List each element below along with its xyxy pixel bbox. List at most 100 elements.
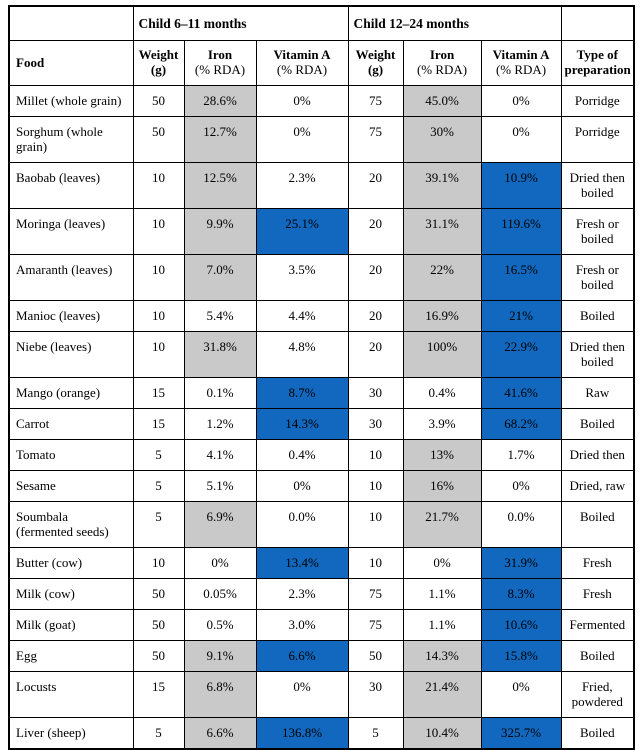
column-header-food: Food [8, 40, 134, 86]
group-header-child-12-24: Child 12–24 months [347, 5, 562, 41]
vitamin-a-12-24-cell: 22.9% [480, 331, 562, 378]
vitamin-a-6-11-cell: 3.5% [255, 254, 349, 301]
iron-12-24-cell: 0% [402, 547, 482, 579]
vitamin-a-12-24-cell: 21% [480, 300, 562, 332]
vitamin-a-6-11-cell: 14.3% [255, 408, 349, 440]
iron-6-11-cell: 6.6% [183, 717, 257, 750]
food-name-cell: Moringa (leaves) [8, 208, 134, 255]
column-header-weight-6-11: Weight (g) [132, 40, 185, 86]
column-header-iron-6-11: Iron (% RDA) [183, 40, 257, 86]
iron-12-24-cell: 13% [402, 439, 482, 471]
weight-6-11-cell: 15 [132, 671, 185, 718]
vitamin-a-12-24-cell: 119.6% [480, 208, 562, 255]
weight-6-11-cell: 10 [132, 547, 185, 579]
preparation-cell: Porridge [560, 85, 635, 117]
table-row: Sorghum (whole grain) 50 12.7% 0% 75 30% 0% Por… [8, 116, 635, 163]
iron-6-11-cell: 7.0% [183, 254, 257, 301]
vitamin-a-12-24-cell: 0% [480, 85, 562, 117]
iron-6-11-cell: 0.1% [183, 377, 257, 409]
table-row: Milk (cow) 50 0.05% 2.3% 75 1.1% 8.3% Fresh [8, 578, 635, 610]
iron-12-24-cell: 1.1% [402, 578, 482, 610]
food-name-cell: Amaranth (leaves) [8, 254, 134, 301]
food-name-cell: Millet (whole grain) [8, 85, 134, 117]
food-name-cell: Locusts [8, 671, 134, 718]
food-name-cell: Butter (cow) [8, 547, 134, 579]
iron-6-11-cell: 12.5% [183, 162, 257, 209]
iron-6-11-cell: 28.6% [183, 85, 257, 117]
iron-12-24-cell: 16.9% [402, 300, 482, 332]
weight-6-11-cell: 10 [132, 331, 185, 378]
iron-12-24-cell: 39.1% [402, 162, 482, 209]
weight-6-11-cell: 10 [132, 300, 185, 332]
iron-12-24-cell: 3.9% [402, 408, 482, 440]
iron-6-11-cell: 5.4% [183, 300, 257, 332]
weight-12-24-cell: 10 [347, 439, 404, 471]
preparation-cell: Fried, powdered [560, 671, 635, 718]
weight-12-24-cell: 20 [347, 162, 404, 209]
weight-12-24-cell: 75 [347, 85, 404, 117]
weight-12-24-cell: 30 [347, 377, 404, 409]
vitamin-a-12-24-cell: 0.0% [480, 501, 562, 548]
vitamin-a-12-24-cell: 15.8% [480, 640, 562, 672]
corner-blank-left [8, 5, 134, 41]
vitamin-a-6-11-cell: 0% [255, 671, 349, 718]
table-row: Manioc (leaves) 10 5.4% 4.4% 20 16.9% 21% Boile… [8, 300, 635, 332]
weight-12-24-cell: 30 [347, 671, 404, 718]
iron-12-24-cell: 1.1% [402, 609, 482, 641]
food-name-cell: Egg [8, 640, 134, 672]
age-group-header-row: Child 6–11 months Child 12–24 months [8, 5, 635, 41]
iron-6-11-cell: 1.2% [183, 408, 257, 440]
table-header: Child 6–11 months Child 12–24 months Foo… [8, 5, 635, 86]
weight-6-11-cell: 50 [132, 116, 185, 163]
food-name-cell: Milk (cow) [8, 578, 134, 610]
iron-6-11-cell: 0.05% [183, 578, 257, 610]
iron-12-24-cell: 31.1% [402, 208, 482, 255]
table-row: Egg 50 9.1% 6.6% 50 14.3% 15.8% Boiled [8, 640, 635, 672]
vitamin-a-6-11-cell: 0.0% [255, 501, 349, 548]
table-row: Amaranth (leaves) 10 7.0% 3.5% 20 22% 16.5% Fre… [8, 254, 635, 301]
preparation-cell: Dried then [560, 439, 635, 471]
iron-6-11-cell: 4.1% [183, 439, 257, 471]
weight-6-11-cell: 50 [132, 578, 185, 610]
weight-12-24-cell: 20 [347, 254, 404, 301]
weight-12-24-cell: 75 [347, 609, 404, 641]
weight-12-24-cell: 20 [347, 300, 404, 332]
vitamin-a-6-11-cell: 136.8% [255, 717, 349, 750]
weight-12-24-cell: 75 [347, 116, 404, 163]
iron-12-24-cell: 30% [402, 116, 482, 163]
preparation-cell: Dried then boiled [560, 162, 635, 209]
vitamin-a-12-24-cell: 10.9% [480, 162, 562, 209]
food-name-cell: Manioc (leaves) [8, 300, 134, 332]
iron-6-11-cell: 9.9% [183, 208, 257, 255]
preparation-cell: Fresh [560, 578, 635, 610]
preparation-cell: Boiled [560, 501, 635, 548]
preparation-cell: Fermented [560, 609, 635, 641]
food-name-cell: Baobab (leaves) [8, 162, 134, 209]
preparation-cell: Boiled [560, 640, 635, 672]
iron-12-24-cell: 100% [402, 331, 482, 378]
iron-12-24-cell: 21.4% [402, 671, 482, 718]
group-header-child-6-11: Child 6–11 months [132, 5, 349, 41]
vitamin-a-12-24-cell: 1.7% [480, 439, 562, 471]
preparation-cell: Dried, raw [560, 470, 635, 502]
food-name-cell: Niebe (leaves) [8, 331, 134, 378]
iron-12-24-cell: 21.7% [402, 501, 482, 548]
vitamin-a-6-11-cell: 8.7% [255, 377, 349, 409]
preparation-cell: Porridge [560, 116, 635, 163]
vitamin-a-12-24-cell: 8.3% [480, 578, 562, 610]
weight-6-11-cell: 5 [132, 717, 185, 750]
table-row: Moringa (leaves) 10 9.9% 25.1% 20 31.1% 119.6%… [8, 208, 635, 255]
table-row: Butter (cow) 10 0% 13.4% 10 0% 31.9% Fresh [8, 547, 635, 579]
iron-12-24-cell: 10.4% [402, 717, 482, 750]
vitamin-a-12-24-cell: 68.2% [480, 408, 562, 440]
food-name-cell: Tomato [8, 439, 134, 471]
weight-6-11-cell: 50 [132, 609, 185, 641]
iron-6-11-cell: 0.5% [183, 609, 257, 641]
table-row: Soumbala (fermented seeds) 5 6.9% 0.0% 10 21.… [8, 501, 635, 548]
table-row: Tomato 5 4.1% 0.4% 10 13% 1.7% Dried then [8, 439, 635, 471]
table-row: Sesame 5 5.1% 0% 10 16% 0% Dried, raw [8, 470, 635, 502]
iron-6-11-cell: 9.1% [183, 640, 257, 672]
preparation-cell: Boiled [560, 300, 635, 332]
preparation-cell: Fresh [560, 547, 635, 579]
vitamin-a-6-11-cell: 25.1% [255, 208, 349, 255]
